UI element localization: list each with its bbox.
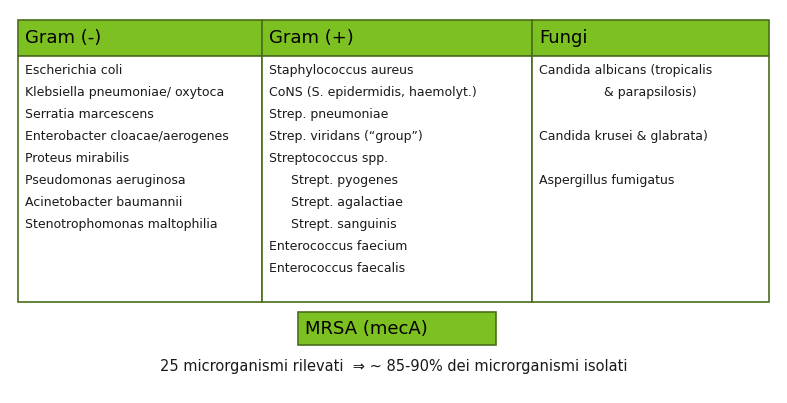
Bar (532, 56, 769, 302)
Text: Proteus mirabilis: Proteus mirabilis (25, 152, 129, 165)
Text: Stenotrophomonas maltophilia: Stenotrophomonas maltophilia (25, 218, 218, 231)
Text: Strep. pneumoniae: Strep. pneumoniae (269, 108, 388, 121)
Bar (18, 20, 262, 56)
Text: Candida albicans (tropicalis: Candida albicans (tropicalis (539, 64, 712, 77)
Bar (18, 56, 262, 302)
Text: Candida krusei & glabrata): Candida krusei & glabrata) (539, 130, 708, 143)
Text: Strept. sanguinis: Strept. sanguinis (291, 218, 397, 231)
Text: Strep. viridans (“group”): Strep. viridans (“group”) (269, 130, 423, 143)
Bar (262, 20, 532, 56)
Bar (262, 56, 532, 302)
Text: Gram (-): Gram (-) (25, 29, 102, 47)
Text: Pseudomonas aeruginosa: Pseudomonas aeruginosa (25, 174, 186, 187)
Text: CoNS (S. epidermidis, haemolyt.): CoNS (S. epidermidis, haemolyt.) (269, 86, 477, 99)
Text: Streptococcus spp.: Streptococcus spp. (269, 152, 388, 165)
Text: Strept. agalactiae: Strept. agalactiae (291, 196, 403, 209)
Text: Fungi: Fungi (539, 29, 588, 47)
Text: Klebsiella pneumoniae/ oxytoca: Klebsiella pneumoniae/ oxytoca (25, 86, 224, 99)
Text: Escherichia coli: Escherichia coli (25, 64, 122, 77)
Text: Acinetobacter baumannii: Acinetobacter baumannii (25, 196, 183, 209)
Text: Staphylococcus aureus: Staphylococcus aureus (269, 64, 413, 77)
Text: & parapsilosis): & parapsilosis) (604, 86, 696, 99)
Text: Strept. pyogenes: Strept. pyogenes (291, 174, 398, 187)
Bar (298, 312, 496, 345)
Text: Gram (+): Gram (+) (269, 29, 353, 47)
Text: Aspergillus fumigatus: Aspergillus fumigatus (539, 174, 674, 187)
Bar (532, 20, 769, 56)
Text: Enterococcus faecium: Enterococcus faecium (269, 240, 408, 253)
Text: 25 microrganismi rilevati  ⇒ ~ 85-90% dei microrganismi isolati: 25 microrganismi rilevati ⇒ ~ 85-90% dei… (160, 359, 627, 374)
Text: Enterobacter cloacae/aerogenes: Enterobacter cloacae/aerogenes (25, 130, 229, 143)
Text: Serratia marcescens: Serratia marcescens (25, 108, 153, 121)
Text: Enterococcus faecalis: Enterococcus faecalis (269, 262, 405, 275)
Text: MRSA (mecA): MRSA (mecA) (305, 320, 428, 337)
